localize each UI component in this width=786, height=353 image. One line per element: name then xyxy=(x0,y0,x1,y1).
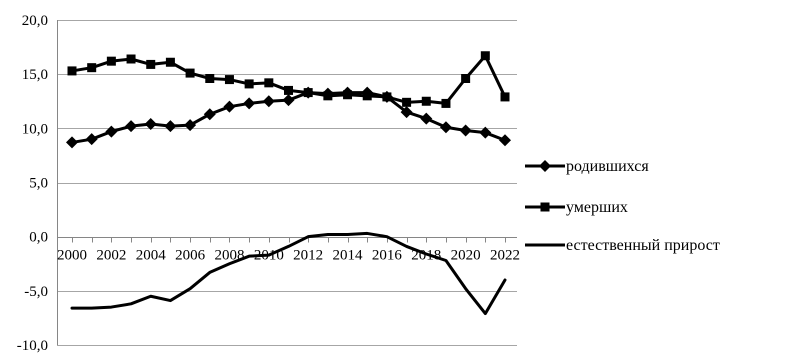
data-point-diamond xyxy=(439,121,452,134)
data-point-square xyxy=(402,97,412,107)
data-point-square xyxy=(500,92,510,102)
legend: родившихся умерших естественный прирост xyxy=(525,158,720,254)
y-tick-label: 10,0 xyxy=(22,121,48,137)
data-point-diamond xyxy=(459,124,472,137)
data-point-diamond xyxy=(125,120,138,133)
x-axis xyxy=(57,20,517,345)
data-point-square xyxy=(244,79,254,89)
data-point-diamond xyxy=(85,133,98,146)
data-point-square xyxy=(284,85,293,95)
data-point-square xyxy=(323,91,333,101)
legend-item: естественный прирост xyxy=(525,237,720,254)
legend-label: умерших xyxy=(566,199,628,216)
data-point-square xyxy=(382,92,392,102)
data-point-square xyxy=(106,56,116,66)
y-tick-label: 20,0 xyxy=(22,13,48,29)
data-point-diamond xyxy=(499,134,511,147)
data-point-square xyxy=(343,90,353,100)
legend-item: родившихся xyxy=(525,158,649,175)
series-diamond xyxy=(66,86,511,149)
series-square xyxy=(67,51,510,108)
legend-label: естественный прирост xyxy=(566,237,720,254)
data-point-square xyxy=(205,74,215,83)
legend-item: умерших xyxy=(525,199,628,216)
y-axis-tick-labels: 20,0 15,0 10,0 5,0 0,0 -5,0 -10,0 xyxy=(17,13,48,353)
data-point-diamond xyxy=(400,106,413,119)
data-point-square xyxy=(480,51,490,61)
data-point-diamond xyxy=(262,95,275,108)
legend-label: родившихся xyxy=(566,158,649,175)
data-point-square xyxy=(224,75,234,85)
x-axis-tick-labels: 2000 2002 2004 2006 2008 2010 2012 2014 2016 2018… xyxy=(57,248,520,264)
data-point-diamond xyxy=(164,120,177,133)
series-line xyxy=(70,231,507,316)
data-point-square xyxy=(461,74,471,83)
x-tick-label: 2006 xyxy=(175,248,206,264)
data-point-diamond xyxy=(66,136,78,149)
data-point-square xyxy=(362,91,372,101)
x-tick-label: 2012 xyxy=(293,248,323,264)
x-tick-label: 2016 xyxy=(372,248,403,264)
x-tick-label: 2004 xyxy=(136,248,167,264)
series-line xyxy=(70,231,507,316)
y-tick-label: 0,0 xyxy=(29,230,48,246)
data-point-square xyxy=(441,98,451,108)
x-tick-label: 2002 xyxy=(96,248,126,264)
y-tick-label: 15,0 xyxy=(22,67,48,83)
data-point-square xyxy=(540,202,550,212)
plot-area-series xyxy=(66,51,511,316)
data-point-diamond xyxy=(539,160,551,172)
data-point-diamond xyxy=(282,94,295,107)
gridlines xyxy=(57,20,517,346)
data-point-diamond xyxy=(184,119,197,132)
x-tick-label: 2020 xyxy=(451,248,481,264)
data-point-diamond xyxy=(203,108,216,121)
data-point-diamond xyxy=(243,97,256,110)
data-point-square xyxy=(67,66,77,76)
x-tick-label: 2000 xyxy=(57,248,87,264)
data-point-diamond xyxy=(105,125,118,138)
x-tick-label: 2022 xyxy=(490,248,520,264)
data-point-diamond xyxy=(144,118,157,130)
data-point-square xyxy=(185,68,195,78)
y-tick-label: 5,0 xyxy=(29,176,48,192)
data-point-square xyxy=(165,57,175,67)
data-point-square xyxy=(126,54,136,64)
data-point-diamond xyxy=(223,100,236,113)
data-point-square xyxy=(421,96,431,106)
x-tick-label: 2014 xyxy=(333,248,364,264)
y-tick-label: -5,0 xyxy=(24,284,48,300)
data-point-diamond xyxy=(479,126,492,139)
data-point-square xyxy=(87,63,97,73)
data-point-square xyxy=(146,59,156,69)
data-point-square xyxy=(264,78,274,88)
data-point-diamond xyxy=(420,112,433,125)
y-tick-label: -10,0 xyxy=(17,338,48,353)
data-point-square xyxy=(303,88,313,98)
